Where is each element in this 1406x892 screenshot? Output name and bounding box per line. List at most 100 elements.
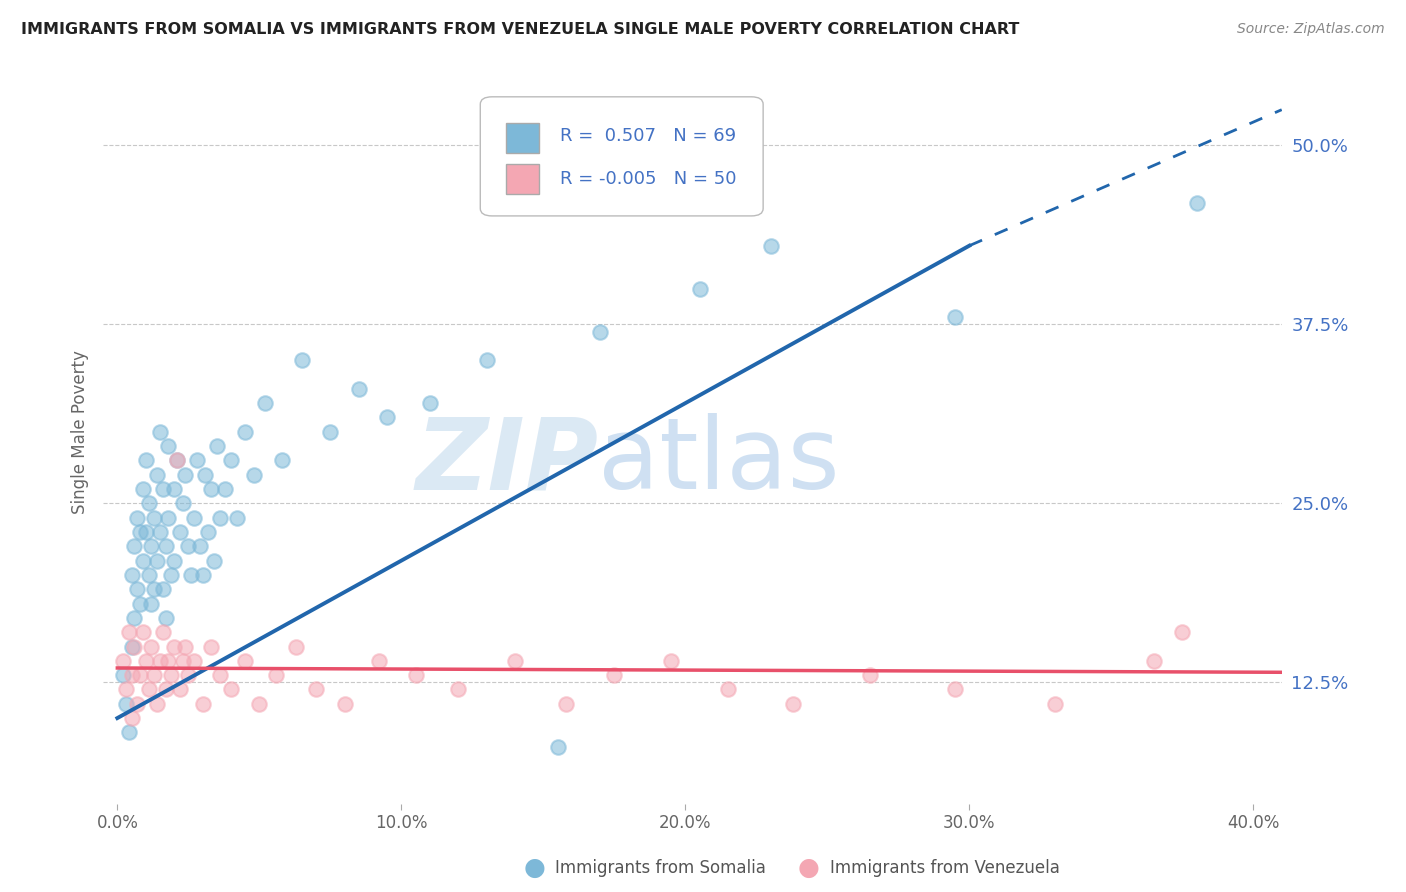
Point bbox=[111, 654, 134, 668]
Point bbox=[1143, 654, 1166, 668]
Point bbox=[943, 682, 966, 697]
Point bbox=[155, 611, 177, 625]
Point bbox=[141, 539, 163, 553]
Point bbox=[127, 510, 149, 524]
Point bbox=[157, 654, 180, 668]
Point bbox=[149, 654, 172, 668]
Point bbox=[166, 453, 188, 467]
Point bbox=[319, 425, 342, 439]
Point bbox=[129, 597, 152, 611]
Text: R = -0.005   N = 50: R = -0.005 N = 50 bbox=[561, 169, 737, 187]
Point bbox=[121, 668, 143, 682]
Point bbox=[163, 640, 186, 654]
Point bbox=[202, 554, 225, 568]
Point bbox=[124, 640, 146, 654]
Point bbox=[132, 554, 155, 568]
Point bbox=[219, 682, 242, 697]
Point bbox=[143, 510, 166, 524]
Point bbox=[759, 238, 782, 252]
Point bbox=[157, 439, 180, 453]
Point bbox=[547, 739, 569, 754]
Point bbox=[169, 682, 191, 697]
Point bbox=[475, 353, 498, 368]
Point bbox=[603, 668, 626, 682]
Point bbox=[659, 654, 682, 668]
Point bbox=[219, 453, 242, 467]
Text: ZIP: ZIP bbox=[415, 413, 598, 510]
Point bbox=[129, 668, 152, 682]
Point bbox=[419, 396, 441, 410]
Point bbox=[172, 496, 194, 510]
Point bbox=[129, 524, 152, 539]
Point bbox=[233, 654, 256, 668]
Point bbox=[177, 668, 200, 682]
Point bbox=[194, 467, 217, 482]
Point bbox=[127, 582, 149, 597]
Point bbox=[132, 625, 155, 640]
Point bbox=[375, 410, 398, 425]
Point bbox=[200, 482, 222, 496]
Point bbox=[555, 697, 578, 711]
Point bbox=[135, 524, 157, 539]
Point bbox=[188, 539, 211, 553]
Text: Immigrants from Venezuela: Immigrants from Venezuela bbox=[830, 859, 1059, 877]
Point bbox=[141, 597, 163, 611]
Point bbox=[115, 697, 138, 711]
Point bbox=[174, 640, 197, 654]
Point bbox=[169, 524, 191, 539]
Point bbox=[155, 682, 177, 697]
Point bbox=[177, 539, 200, 553]
Text: IMMIGRANTS FROM SOMALIA VS IMMIGRANTS FROM VENEZUELA SINGLE MALE POVERTY CORRELA: IMMIGRANTS FROM SOMALIA VS IMMIGRANTS FR… bbox=[21, 22, 1019, 37]
Point bbox=[118, 625, 141, 640]
Point bbox=[333, 697, 356, 711]
Point bbox=[163, 554, 186, 568]
Point bbox=[943, 310, 966, 325]
Point bbox=[146, 554, 169, 568]
Point bbox=[689, 282, 711, 296]
Point bbox=[266, 668, 288, 682]
Point bbox=[143, 668, 166, 682]
Point bbox=[146, 467, 169, 482]
Point bbox=[186, 453, 208, 467]
Point bbox=[166, 453, 188, 467]
Point bbox=[138, 682, 160, 697]
Point bbox=[152, 482, 174, 496]
Point bbox=[205, 439, 228, 453]
Point bbox=[152, 625, 174, 640]
Point bbox=[157, 510, 180, 524]
Point bbox=[242, 467, 264, 482]
Point bbox=[132, 482, 155, 496]
Point bbox=[305, 682, 328, 697]
Point bbox=[782, 697, 804, 711]
Point bbox=[717, 682, 740, 697]
Point bbox=[149, 524, 172, 539]
Point bbox=[503, 654, 526, 668]
Point bbox=[1043, 697, 1066, 711]
Point bbox=[127, 697, 149, 711]
Point bbox=[124, 611, 146, 625]
Point bbox=[347, 382, 370, 396]
Point bbox=[447, 682, 470, 697]
Point bbox=[285, 640, 308, 654]
Point bbox=[135, 654, 157, 668]
Point bbox=[225, 510, 247, 524]
Point bbox=[149, 425, 172, 439]
Point bbox=[859, 668, 882, 682]
Point bbox=[138, 568, 160, 582]
Point bbox=[1171, 625, 1194, 640]
Point bbox=[191, 697, 214, 711]
Point bbox=[200, 640, 222, 654]
Point bbox=[271, 453, 294, 467]
Point bbox=[180, 568, 202, 582]
Point bbox=[247, 697, 270, 711]
Point bbox=[291, 353, 314, 368]
Text: atlas: atlas bbox=[598, 413, 839, 510]
FancyBboxPatch shape bbox=[481, 97, 763, 216]
Point bbox=[121, 640, 143, 654]
Point bbox=[152, 582, 174, 597]
Text: Immigrants from Somalia: Immigrants from Somalia bbox=[555, 859, 766, 877]
Point bbox=[121, 711, 143, 725]
Text: ●: ● bbox=[523, 856, 546, 880]
Point bbox=[155, 539, 177, 553]
Point bbox=[197, 524, 219, 539]
